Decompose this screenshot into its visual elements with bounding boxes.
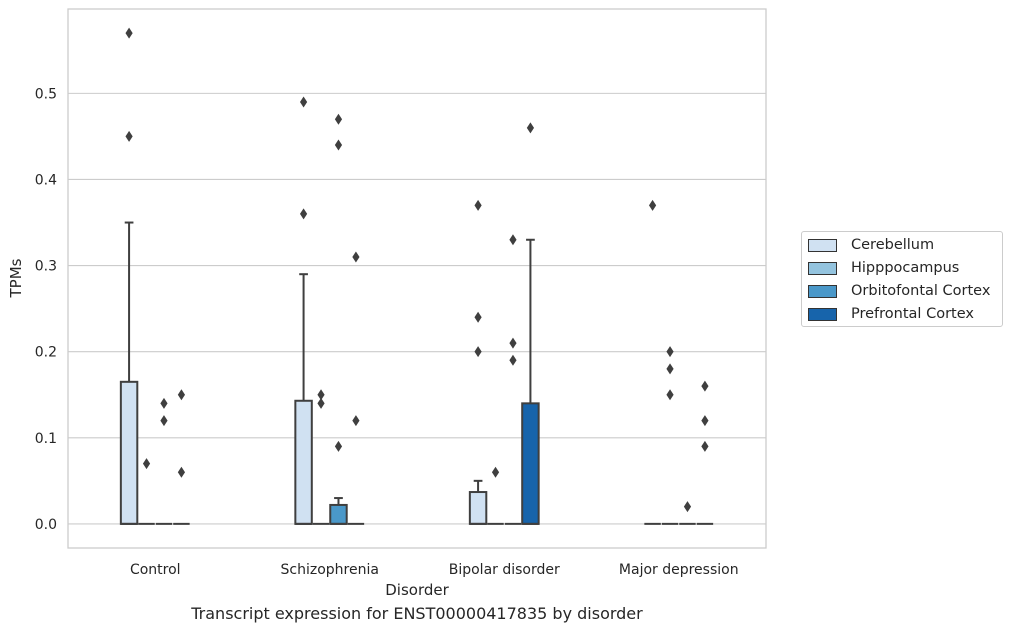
outlier-point [491,466,500,478]
y-tick-label: 0.3 [35,259,57,275]
x-tick-label: Bipolar disorder [449,562,560,578]
legend-label-prefrontal: Prefrontal Cortex [851,306,974,322]
y-tick-label: 0.2 [35,345,57,361]
outlier-point [352,415,360,427]
outlier-point [299,208,308,220]
legend-swatch-cerebellum [808,238,837,252]
box-plot-marks [119,27,714,525]
box-0-2 [155,397,173,525]
x-tick-label: Schizophrenia [281,562,379,578]
legend-swatch-prefrontal [808,307,837,321]
box-1-1 [312,389,330,525]
x-tick-label: Major depression [619,562,739,578]
box-body [329,503,348,525]
box-1-3 [347,251,365,525]
legend-item-cerebellum: Cerebellum [808,235,934,255]
outlier-point [334,440,343,452]
box-1-2 [329,113,348,525]
box-0-3 [173,389,190,525]
outlier-point [701,415,709,427]
legend-label-cerebellum: Cerebellum [851,237,935,253]
y-tick-labels: 0.0 0.1 0.2 0.3 0.4 0.5 [35,86,57,533]
legend-swatch-orbitofrontal [808,284,837,298]
box-body [521,402,540,525]
box-body [468,491,488,525]
box-2-2 [504,234,522,525]
x-axis-label: Disorder [385,581,449,599]
box-0-1 [138,458,155,525]
outlier-point [177,389,186,401]
y-tick-label: 0.0 [35,517,57,533]
outlier-point [526,122,535,134]
outlier-point [666,389,674,401]
figure-caption: Transcript expression for ENST0000041783… [191,604,643,623]
legend-item-prefrontal: Prefrontal Cortex [808,304,974,324]
outlier-point [666,363,674,375]
x-tick-label: Control [130,562,181,578]
grid-lines [68,92,766,525]
box-3-3 [696,380,714,525]
x-tick-labels: Control Schizophrenia Bipolar disorder Majo… [130,562,739,578]
box-2-0 [468,199,488,525]
y-tick-label: 0.1 [35,431,57,447]
box-2-3 [521,122,540,525]
legend-item-hippocampus: Hipppocampus [808,258,959,278]
outlier-point [474,311,482,323]
box-body [119,380,139,525]
outlier-point [160,397,168,409]
outlier-point [125,130,133,142]
outlier-point [474,199,482,211]
y-axis-label: TPMs [7,258,25,298]
outlier-point [509,354,517,366]
outlier-point [666,346,674,358]
outlier-point [352,251,360,263]
outlier-point [160,415,168,427]
box-0-0 [119,27,139,525]
legend-swatch-hippocampus [808,261,837,275]
outlier-point [334,139,343,151]
outlier-point [125,27,133,39]
box-3-2 [679,501,696,525]
outlier-point [317,389,325,401]
y-tick-label: 0.4 [35,172,57,188]
legend-label-hippocampus: Hipppocampus [851,260,960,276]
outlier-point [509,234,517,246]
outlier-point [334,113,343,125]
outlier-point [701,380,709,392]
box-3-0 [644,199,661,525]
box-3-1 [661,346,679,525]
box-1-0 [294,96,313,525]
outlier-point [177,466,186,478]
outlier-point [509,337,517,349]
box-2-1 [487,466,504,525]
outlier-point [299,96,308,108]
outlier-point [683,501,692,513]
legend: Cerebellum Hipppocampus Orbitofontal Cor… [801,231,1003,327]
outlier-point [648,199,657,211]
y-tick-label: 0.5 [35,86,57,102]
outlier-point [701,440,709,452]
box-body [294,399,313,525]
outlier-point [317,397,325,409]
legend-item-orbitofrontal: Orbitofontal Cortex [808,281,990,301]
outlier-point [474,346,482,358]
legend-label-orbitofrontal: Orbitofontal Cortex [851,283,991,299]
outlier-point [142,458,151,470]
plot-frame [67,8,767,549]
